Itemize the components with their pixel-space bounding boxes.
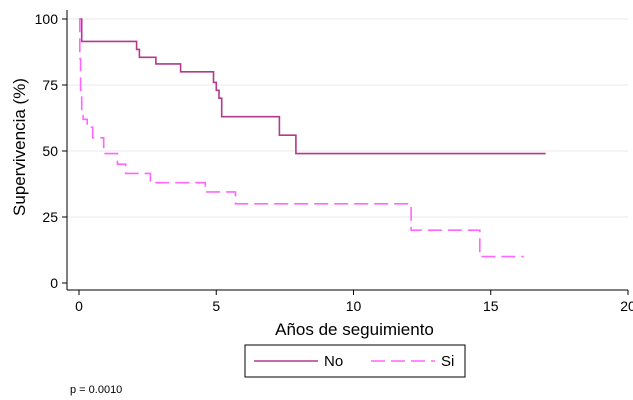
axes xyxy=(66,10,628,291)
legend-label-no: No xyxy=(324,353,343,370)
y-tick-label-75: 75 xyxy=(42,77,58,93)
p-value-annotation: p = 0.0010 xyxy=(70,384,123,396)
x-tick-label-20: 20 xyxy=(620,298,633,314)
x-tick-label-15: 15 xyxy=(483,298,499,314)
gridlines xyxy=(67,18,628,218)
y-tick-label-25: 25 xyxy=(42,209,58,225)
series-line-no xyxy=(79,18,546,155)
y-tick-label-0: 0 xyxy=(50,275,58,291)
x-tick-label-5: 5 xyxy=(212,298,220,314)
y-axis-title: Supervivencia (%) xyxy=(10,78,29,216)
ticks: 0 25 50 75 100 0 5 10 15 20 xyxy=(35,11,633,314)
legend: No Si xyxy=(244,344,466,378)
x-tick-label-10: 10 xyxy=(346,298,362,314)
x-axis-title: Años de seguimiento xyxy=(275,320,434,339)
y-tick-label-50: 50 xyxy=(42,143,58,159)
legend-label-si: Si xyxy=(441,353,454,370)
x-tick-label-0: 0 xyxy=(75,298,83,314)
series-line-si xyxy=(79,18,524,258)
y-tick-label-100: 100 xyxy=(35,11,59,27)
survival-curves xyxy=(79,18,546,258)
